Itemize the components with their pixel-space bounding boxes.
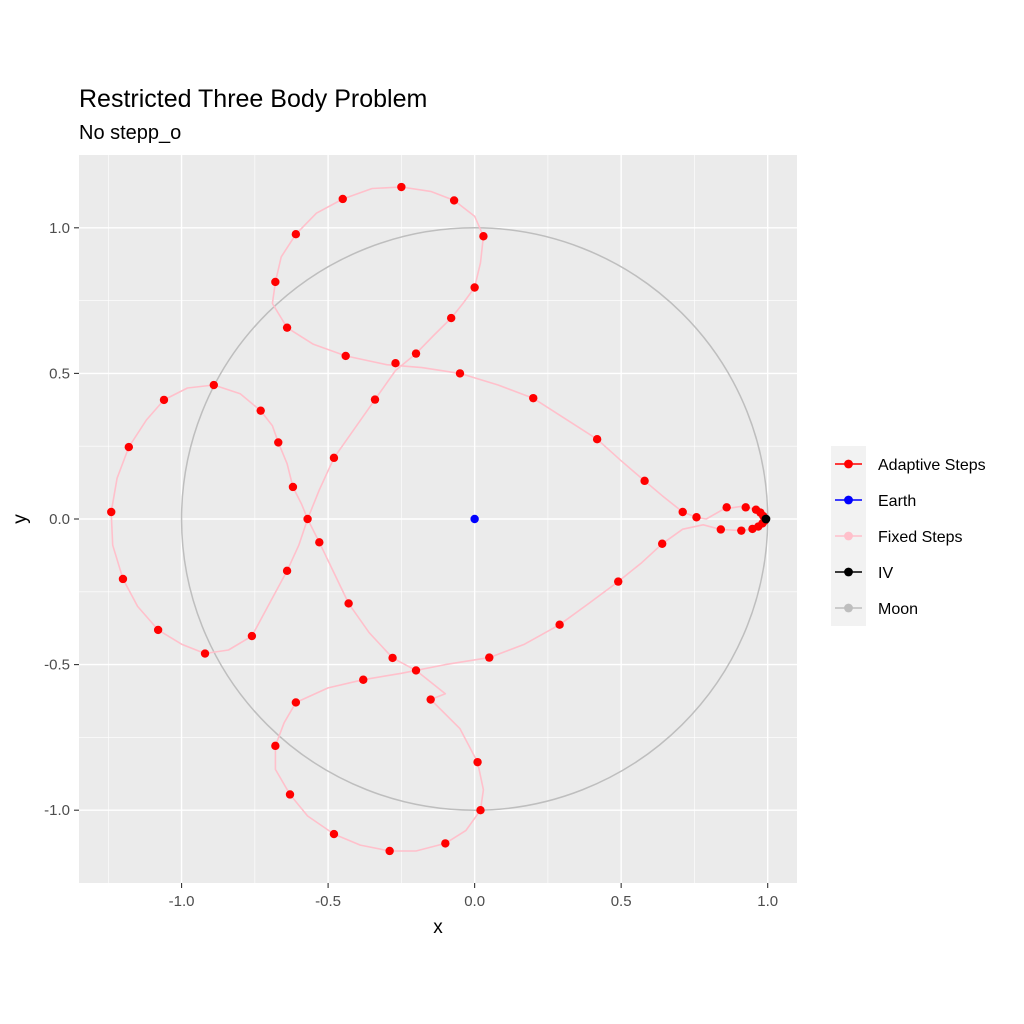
adaptive-step-point [411, 666, 421, 675]
y-tick-label: 0.5 [49, 365, 70, 382]
adaptive-step-point [282, 566, 292, 576]
adaptive-step-point [529, 393, 538, 403]
adaptive-step-point [118, 574, 128, 584]
adaptive-step-point [391, 359, 400, 368]
adaptive-step-point [441, 839, 450, 848]
adaptive-step-point [303, 514, 312, 524]
adaptive-step-point [473, 757, 482, 767]
legend-key-point [844, 531, 853, 541]
y-axis-title: y [10, 514, 31, 524]
adaptive-step-point [274, 438, 283, 447]
adaptive-step-point [449, 196, 459, 205]
adaptive-step-point [485, 653, 494, 662]
adaptive-step-point [124, 442, 134, 452]
adaptive-step-point [271, 741, 280, 751]
adaptive-step-point [200, 649, 210, 658]
adaptive-step-point [426, 695, 435, 704]
adaptive-step-point [388, 653, 397, 663]
adaptive-step-point [209, 380, 219, 390]
x-axis-title: x [433, 917, 443, 938]
adaptive-step-point [716, 525, 726, 534]
adaptive-step-point [479, 232, 488, 241]
adaptive-step-point [359, 675, 368, 684]
adaptive-step-point [329, 829, 339, 839]
legend-label: Earth [878, 493, 916, 510]
adaptive-step-point [692, 513, 701, 522]
adaptive-step-point [397, 182, 406, 192]
iv-point [761, 514, 771, 524]
legend-label: IV [878, 565, 893, 582]
adaptive-step-point [315, 538, 324, 547]
adaptive-step-point [370, 395, 380, 404]
adaptive-step-point [446, 313, 456, 323]
adaptive-step-point [385, 846, 394, 856]
x-tick-label: 0.5 [611, 893, 632, 910]
adaptive-step-point [470, 283, 479, 292]
adaptive-step-point [640, 476, 649, 486]
adaptive-step-point [291, 230, 301, 239]
x-tick-label: -0.5 [315, 893, 341, 910]
adaptive-step-point [344, 599, 353, 608]
legend-label: Adaptive Steps [878, 457, 986, 474]
adaptive-step-point [271, 277, 280, 287]
legend-key-point [844, 459, 853, 469]
adaptive-step-point [329, 453, 339, 463]
adaptive-step-point [455, 369, 465, 378]
adaptive-step-point [751, 505, 761, 514]
adaptive-step-point [285, 790, 295, 799]
adaptive-step-point [741, 503, 750, 512]
adaptive-step-point [247, 631, 257, 641]
adaptive-step-point [291, 698, 301, 707]
adaptive-step-point [341, 351, 350, 361]
legend: Adaptive Steps Earth Fixed Steps IV Moon [831, 446, 986, 626]
chart-subtitle: No stepp_o [79, 122, 181, 144]
adaptive-step-point [153, 625, 163, 635]
adaptive-step-point [657, 539, 667, 548]
adaptive-step-point [107, 507, 116, 517]
adaptive-step-point [288, 482, 298, 492]
axes: -1.0 -0.5 0.0 0.5 1.0 -1.0 -0.5 0.0 0.5 1.0 [44, 220, 778, 910]
fixed-steps-path [110, 186, 767, 852]
legend-key-point [844, 495, 853, 505]
legend-key-point [844, 603, 853, 613]
adaptive-step-point [338, 194, 347, 204]
earth-point [470, 514, 479, 524]
adaptive-step-point [592, 435, 602, 444]
data-layer [107, 182, 771, 856]
legend-label: Moon [878, 601, 918, 618]
adaptive-step-point [411, 349, 421, 358]
adaptive-step-point [159, 395, 169, 405]
adaptive-step-point [555, 620, 564, 629]
adaptive-step-point [722, 503, 731, 512]
x-tick-label: 1.0 [757, 893, 778, 910]
y-tick-label: 0.0 [49, 511, 70, 528]
adaptive-step-point [476, 806, 485, 815]
chart-title: Restricted Three Body Problem [79, 85, 427, 113]
x-tick-label: 0.0 [464, 893, 485, 910]
adaptive-step-point [737, 526, 746, 535]
y-tick-label: -0.5 [44, 657, 70, 674]
adaptive-step-point [678, 507, 687, 517]
y-tick-label: -1.0 [44, 802, 70, 819]
x-tick-label: -1.0 [169, 893, 195, 910]
adaptive-step-point [282, 323, 292, 332]
legend-label: Fixed Steps [878, 529, 962, 546]
adaptive-step-point [256, 406, 265, 415]
adaptive-step-point [614, 577, 623, 586]
legend-key-point [844, 567, 853, 577]
y-tick-label: 1.0 [49, 220, 70, 237]
